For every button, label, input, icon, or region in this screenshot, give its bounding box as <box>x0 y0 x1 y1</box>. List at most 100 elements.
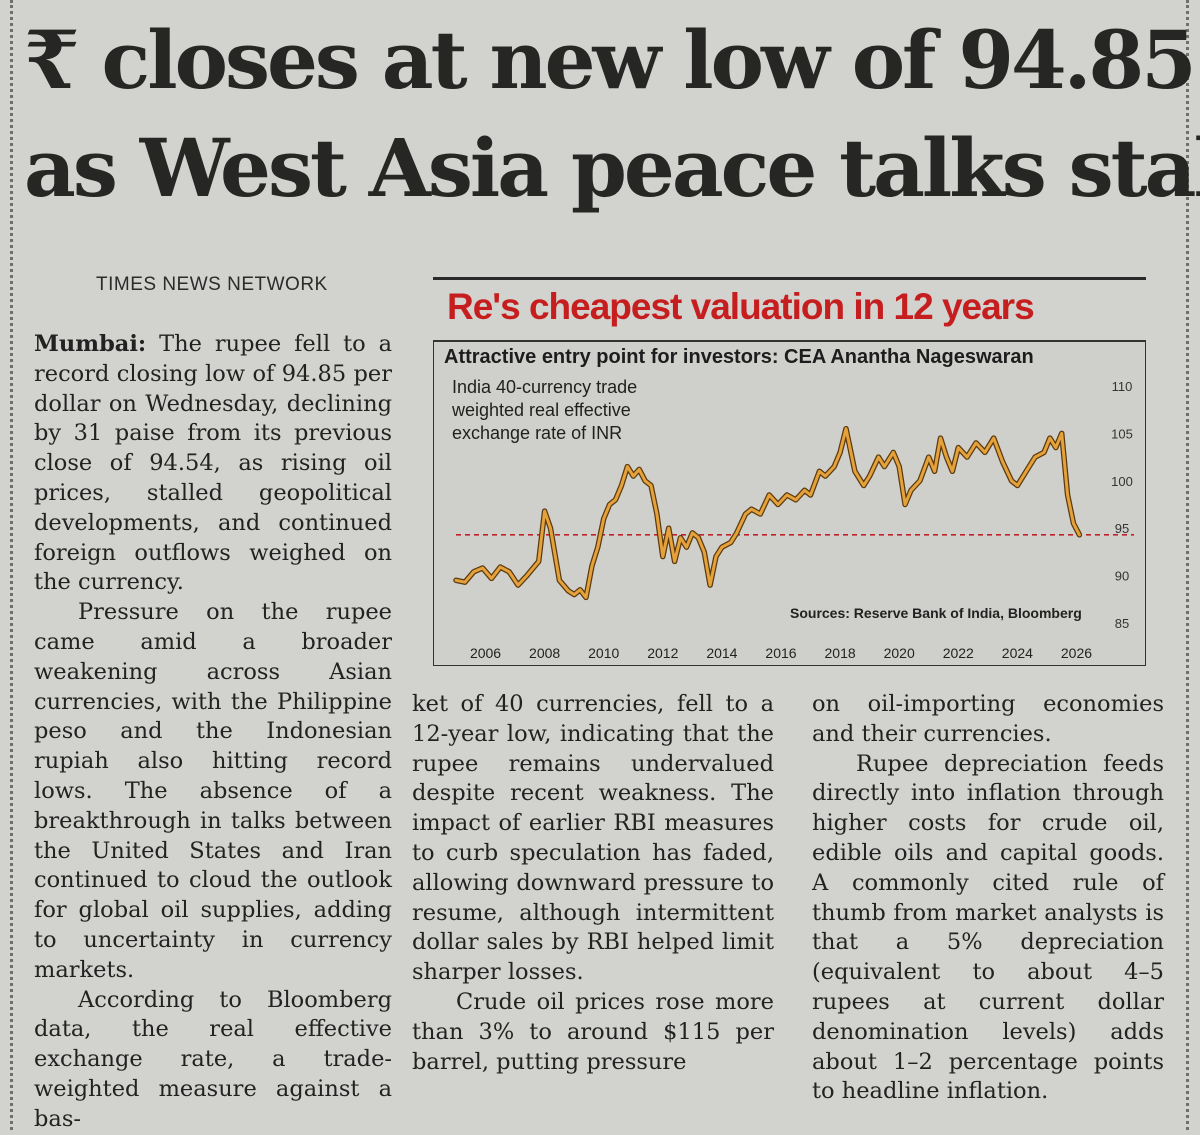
right-page-edge <box>1186 0 1189 1130</box>
data-point <box>1042 451 1046 454</box>
data-point <box>951 470 954 473</box>
data-point <box>661 555 665 558</box>
data-point <box>877 455 880 459</box>
data-point <box>759 512 762 516</box>
data-point <box>838 451 842 454</box>
data-point <box>735 531 738 535</box>
data-point <box>1072 522 1075 525</box>
data-point <box>750 508 753 511</box>
data-point <box>832 465 836 468</box>
series-line-outline <box>453 425 1083 601</box>
data-point <box>614 498 617 501</box>
data-point <box>776 503 780 506</box>
data-point <box>824 474 827 478</box>
chart-box: Re's cheapest valuation in 12 years Attr… <box>433 277 1146 667</box>
data-point <box>685 545 688 549</box>
x-tick-label: 2022 <box>943 645 974 661</box>
data-point <box>643 479 647 482</box>
data-point <box>729 541 732 544</box>
data-point <box>868 474 871 478</box>
data-point <box>691 531 694 535</box>
data-point <box>567 589 570 592</box>
data-point <box>543 509 546 513</box>
data-point <box>714 555 718 558</box>
x-tick-label: 2020 <box>884 645 915 661</box>
article-column-3: on oil-importing economies and their cur… <box>812 690 1164 1107</box>
data-point <box>1078 533 1081 537</box>
data-point <box>516 583 520 587</box>
data-point <box>490 577 493 580</box>
article-paragraph: Mumbai: The rupee fell to a record closi… <box>34 330 392 598</box>
x-tick-label: 2012 <box>647 645 678 661</box>
byline: TIMES NEWS NETWORK <box>96 274 328 295</box>
y-tick-label: 100 <box>1111 474 1133 489</box>
data-point <box>499 565 502 569</box>
data-point <box>892 451 895 454</box>
data-point <box>809 493 812 497</box>
y-tick-label: 90 <box>1115 569 1129 584</box>
headline-line-2: as West Asia peace talks stall <box>24 121 1200 215</box>
data-point <box>945 455 948 459</box>
article-paragraph: on oil-importing economies and their cur… <box>812 691 1164 747</box>
article-paragraph: According to Bloomberg data, the real ef… <box>34 986 392 1132</box>
data-point <box>1048 436 1052 440</box>
data-point <box>655 512 659 516</box>
data-point <box>572 593 576 596</box>
data-point <box>481 566 484 570</box>
x-tick-label: 2016 <box>765 645 796 661</box>
data-point <box>767 493 771 497</box>
dateline: Mumbai: <box>34 331 147 357</box>
data-point <box>744 512 747 516</box>
data-point <box>853 470 857 473</box>
data-point <box>608 503 611 506</box>
series-line <box>454 427 1081 599</box>
data-point <box>549 527 552 530</box>
data-point <box>702 550 706 554</box>
data-point <box>803 489 806 492</box>
y-tick-label: 85 <box>1115 616 1129 631</box>
data-point <box>637 468 641 471</box>
x-tick-label: 2008 <box>529 645 560 661</box>
data-point <box>992 436 995 440</box>
chart-title: Re's cheapest valuation in 12 years <box>447 286 1035 327</box>
data-point <box>525 574 529 577</box>
data-point <box>897 465 901 468</box>
data-point <box>697 536 700 539</box>
data-point <box>1010 479 1013 482</box>
article-column-1: Mumbai: The rupee fell to a record closi… <box>34 330 392 1135</box>
data-point <box>537 560 540 563</box>
data-point <box>708 583 712 587</box>
data-point <box>794 498 797 501</box>
data-point <box>602 517 605 520</box>
data-point <box>507 570 511 574</box>
data-point <box>927 455 930 459</box>
data-point <box>785 493 789 497</box>
x-tick-label: 2014 <box>706 645 737 661</box>
data-point <box>983 451 987 454</box>
data-point <box>454 579 458 582</box>
data-point <box>957 446 960 449</box>
data-point <box>883 465 886 468</box>
data-point <box>578 588 582 592</box>
data-point <box>965 455 969 459</box>
data-point <box>596 545 600 549</box>
x-tick-label: 2026 <box>1061 645 1092 661</box>
data-point <box>1016 484 1019 487</box>
data-point <box>590 564 594 568</box>
data-point <box>632 474 635 478</box>
left-page-edge <box>10 0 13 1130</box>
data-point <box>974 441 978 445</box>
chart-description: India 40-currency trade weighted real ef… <box>452 377 638 443</box>
article-paragraph: ket of 40 currencies, fell to a 12-year … <box>412 691 774 986</box>
x-tick-label: 2006 <box>470 645 501 661</box>
data-point <box>649 484 653 487</box>
data-point <box>909 489 913 492</box>
data-point <box>558 579 561 582</box>
x-tick-label: 2010 <box>588 645 619 661</box>
article-paragraph: Rupee depreciation feeds directly into i… <box>812 750 1164 1105</box>
chart-frame: Attractive entry point for investors: CE… <box>433 340 1146 666</box>
data-point <box>844 427 848 430</box>
data-point <box>673 560 676 563</box>
data-point <box>818 470 821 473</box>
data-point <box>1025 470 1028 473</box>
